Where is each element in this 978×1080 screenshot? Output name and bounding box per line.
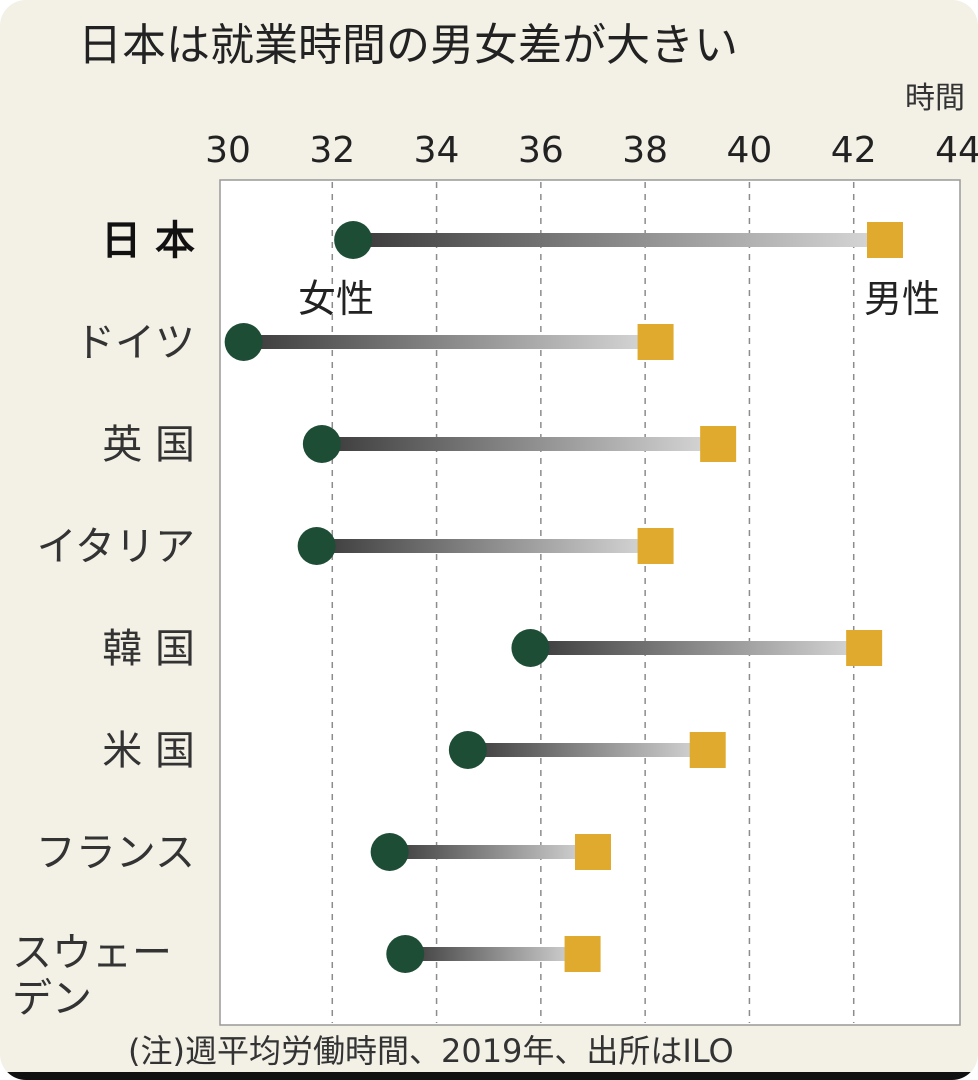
legend-label-female: 女性	[298, 277, 374, 321]
x-tick-label: 34	[414, 130, 460, 171]
male-point	[867, 222, 903, 258]
gap-bar	[389, 845, 593, 859]
gap-bar	[467, 743, 708, 757]
female-point	[302, 425, 341, 463]
category-label: 米 国	[102, 728, 195, 774]
x-tick-label: 32	[309, 130, 355, 171]
dumbbell-marks	[224, 221, 903, 973]
gap-bar	[243, 335, 656, 349]
category-label: イタリア	[37, 524, 195, 570]
x-tick-label: 42	[831, 130, 877, 171]
female-point	[334, 221, 373, 259]
category-label: 英 国	[102, 422, 195, 468]
gap-bar	[353, 233, 886, 247]
bottom-rule	[0, 1072, 978, 1080]
x-axis-ticks: 30 32 34 36 38 40 42 44	[205, 130, 978, 171]
male-point	[637, 528, 674, 564]
female-point	[370, 833, 409, 871]
x-axis-unit: 時間	[905, 81, 965, 116]
female-point	[297, 527, 336, 565]
category-label: スウェーデン	[12, 930, 172, 1022]
female-point	[511, 629, 550, 667]
female-point	[224, 323, 263, 361]
plot-area	[219, 179, 961, 1026]
grid-lines	[331, 182, 855, 1023]
x-tick-label: 44	[935, 130, 978, 171]
category-label: 日 本	[101, 218, 195, 264]
male-point	[846, 630, 883, 666]
category-label: 韓 国	[102, 626, 195, 672]
gap-bar	[530, 641, 865, 655]
gap-bar	[316, 539, 656, 553]
gap-bar	[321, 437, 719, 451]
chart-title: 日本は就業時間の男女差が大きい	[78, 20, 738, 71]
chart-note: (注)週平均労働時間、2019年、出所はILO	[128, 1032, 734, 1070]
category-label: ドイツ	[75, 320, 195, 366]
x-tick-label: 40	[727, 130, 773, 171]
x-tick-label: 30	[205, 130, 251, 171]
male-point	[689, 732, 726, 768]
legend-label-male: 男性	[864, 277, 940, 321]
male-point	[564, 936, 601, 972]
male-point	[637, 324, 674, 360]
female-point	[448, 731, 487, 769]
category-label: フランス	[36, 830, 195, 876]
gap-bar	[405, 947, 583, 961]
x-tick-label: 38	[622, 130, 668, 171]
male-point	[700, 426, 737, 462]
x-tick-label: 36	[518, 130, 564, 171]
female-point	[386, 935, 425, 973]
male-point	[575, 834, 611, 870]
